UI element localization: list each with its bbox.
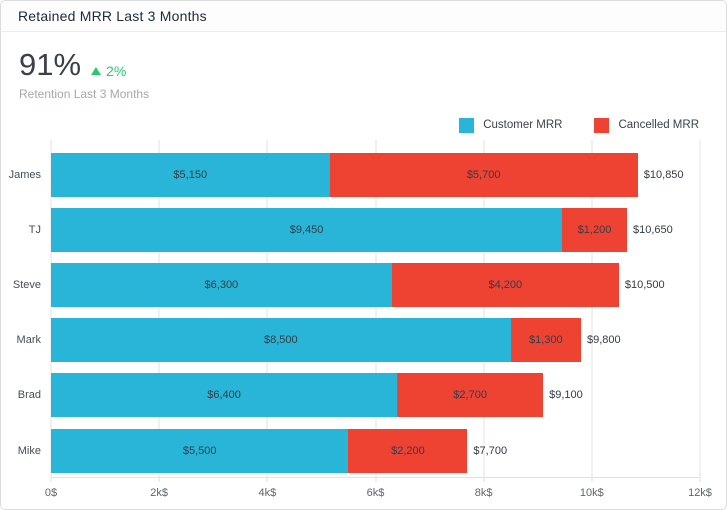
chart-legend: Customer MRR Cancelled MRR — [1, 115, 726, 135]
gridline — [591, 140, 593, 482]
bar-segment-customer-mrr[interactable]: $5,150 — [51, 152, 330, 197]
kpi-value: 91% — [19, 47, 82, 82]
card-title: Retained MRR Last 3 Months — [18, 8, 207, 24]
bar-row: James $5,150 $5,700 $10,850 — [9, 147, 700, 202]
kpi-delta: 2% — [91, 63, 126, 79]
legend-swatch-customer — [459, 117, 475, 133]
x-axis-tick-label: 0$ — [44, 487, 58, 499]
segment-value-label: $1,300 — [529, 334, 563, 347]
segment-value-label: $2,200 — [391, 444, 425, 457]
bar-track: $9,450 $1,200 $10,650 — [51, 207, 700, 252]
segment-value-label: $4,200 — [488, 278, 523, 291]
x-axis: 0$ 2k$ 4k$ 6k$ 8k$ 10k$ 12k$ — [45, 487, 712, 503]
segment-value-label: $6,400 — [207, 389, 241, 402]
legend-item-customer-mrr[interactable]: Customer MRR — [459, 117, 563, 133]
bar-segment-customer-mrr[interactable]: $6,300 — [51, 262, 392, 307]
x-axis-tick-label: 8k$ — [474, 487, 493, 499]
bar-track: $8,500 $1,300 $9,800 — [51, 318, 700, 363]
segment-value-label: $2,700 — [453, 389, 487, 402]
legend-label-customer: Customer MRR — [483, 119, 563, 131]
kpi-label: Retention Last 3 Months — [19, 87, 150, 101]
segment-value-label: $8,500 — [264, 334, 298, 347]
bar-rows: James $5,150 $5,700 $10,850 TJ $9,450 $1,200 $1… — [9, 147, 700, 478]
card-body: 91% 2% Retention Last 3 Months Customer … — [1, 32, 726, 509]
segment-value-label: $5,500 — [182, 444, 217, 457]
category-label: Mark — [16, 334, 41, 347]
bar-row: Mark $8,500 $1,300 $9,800 — [17, 313, 700, 368]
x-axis-tick-label: 12k$ — [688, 487, 712, 499]
segment-value-label: $6,300 — [204, 278, 239, 291]
bar-segment-cancelled-mrr[interactable]: $2,200 — [348, 428, 468, 473]
mrr-bar-chart: James $5,150 $5,700 $10,850 TJ $9,450 $1,200 $1… — [1, 140, 726, 509]
legend-swatch-cancelled — [594, 117, 610, 133]
gridline — [375, 140, 376, 482]
bar-row: Brad $6,400 $2,700 $9,100 — [18, 368, 700, 423]
bar-row: TJ $9,450 $1,200 $10,650 — [29, 202, 700, 257]
x-axis-tick-label: 10k$ — [579, 487, 604, 499]
x-axis-tick-label: 2k$ — [150, 487, 169, 499]
bar-track: $5,500 $2,200 $7,700 — [51, 428, 700, 473]
bar-segment-customer-mrr[interactable]: $5,500 — [51, 428, 349, 473]
gridline — [483, 140, 485, 482]
bar-segment-customer-mrr[interactable]: $8,500 — [51, 318, 511, 363]
gridline — [266, 140, 268, 482]
gridline — [50, 140, 52, 482]
bar-segment-cancelled-mrr[interactable]: $1,300 — [510, 318, 581, 363]
bar-segment-cancelled-mrr[interactable]: $1,200 — [562, 207, 627, 252]
total-value-label: $9,100 — [549, 389, 583, 402]
total-value-label: $7,700 — [473, 444, 508, 457]
x-axis-tick-label: 6k$ — [366, 487, 385, 499]
bar-segment-customer-mrr[interactable]: $6,400 — [51, 373, 398, 418]
bar-segment-cancelled-mrr[interactable]: $2,700 — [397, 373, 544, 418]
bar-segment-cancelled-mrr[interactable]: $4,200 — [391, 262, 619, 307]
segment-value-label: $5,700 — [466, 168, 501, 181]
card-header: Retained MRR Last 3 Months — [1, 1, 726, 32]
plot-area: James $5,150 $5,700 $10,850 TJ $9,450 $1,200 $1… — [9, 140, 701, 482]
bar-track: $5,150 $5,700 $10,850 — [51, 152, 700, 197]
x-axis-tick-label: 4k$ — [258, 487, 277, 499]
bar-segment-customer-mrr[interactable]: $9,450 — [51, 207, 563, 252]
category-label: Brad — [17, 389, 41, 402]
category-label: TJ — [28, 223, 41, 236]
gridline — [158, 140, 160, 482]
bar-row: Steve $6,300 $4,200 $10,500 — [13, 257, 700, 312]
legend-item-cancelled-mrr[interactable]: Cancelled MRR — [594, 117, 699, 133]
segment-value-label: $1,200 — [577, 223, 612, 236]
legend-label-cancelled: Cancelled MRR — [618, 119, 699, 131]
total-value-label: $10,650 — [632, 223, 673, 236]
category-label: Mike — [17, 444, 41, 457]
kpi-block: 91% 2% Retention Last 3 Months — [1, 49, 726, 101]
segment-value-label: $5,150 — [173, 168, 208, 181]
bar-track: $6,300 $4,200 $10,500 — [51, 262, 700, 307]
kpi-delta-value: 2% — [106, 63, 127, 79]
gridline — [699, 140, 701, 482]
category-label: James — [8, 168, 41, 181]
total-value-label: $10,850 — [643, 168, 684, 181]
total-value-label: $10,500 — [624, 278, 665, 291]
triangle-up-icon — [91, 67, 102, 75]
bar-row: Mike $5,500 $2,200 $7,700 — [18, 423, 700, 478]
bar-track: $6,400 $2,700 $9,100 — [51, 373, 700, 418]
category-label: Steve — [12, 278, 41, 291]
kpi-row: 91% 2% — [19, 49, 726, 80]
segment-value-label: $9,450 — [289, 223, 324, 236]
bar-segment-cancelled-mrr[interactable]: $5,700 — [329, 152, 638, 197]
total-value-label: $9,800 — [587, 334, 621, 347]
